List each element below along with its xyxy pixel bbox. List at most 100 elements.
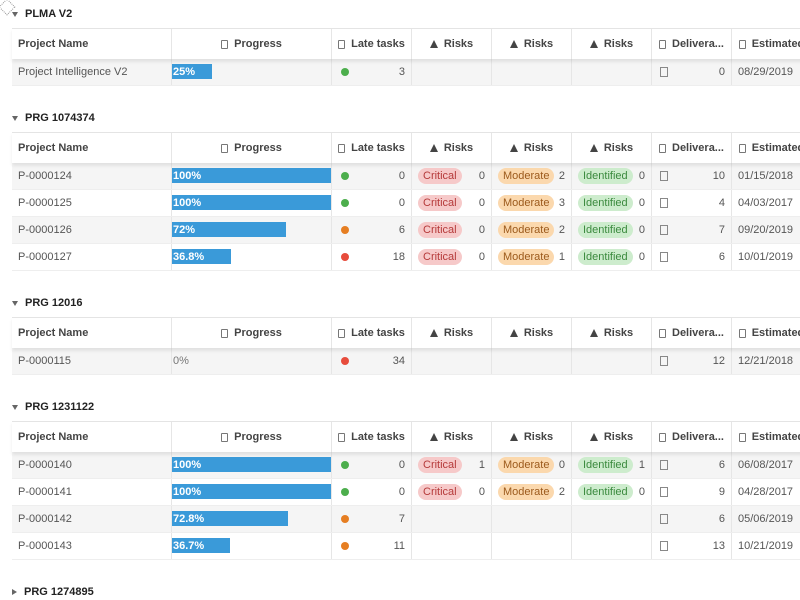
cell: 25% bbox=[172, 59, 332, 85]
group-header[interactable]: PLMA V2 bbox=[0, 0, 800, 28]
group-header[interactable]: PRG 1074374 bbox=[0, 104, 800, 132]
project-row[interactable]: P-0000143 36.7% 11 13 10/21/2019 bbox=[12, 533, 800, 560]
column-header[interactable]: Project Name bbox=[18, 142, 89, 154]
column-icon bbox=[509, 144, 518, 152]
cell: 6 bbox=[652, 244, 732, 270]
column-header[interactable]: Progress bbox=[234, 142, 282, 154]
column-header[interactable]: Risks bbox=[523, 38, 554, 50]
group-header[interactable]: PRG 1274895 bbox=[0, 578, 800, 600]
project-row[interactable]: P-0000140 100% 0 Critical 1 Moderate 0 Identifi… bbox=[12, 452, 800, 479]
cell: Late tasks bbox=[332, 422, 412, 452]
deliverable-icon bbox=[660, 514, 668, 524]
column-header[interactable]: Project Name bbox=[18, 431, 89, 443]
project-row[interactable]: P-0000141 100% 0 Critical 0 Moderate 2 Identifi… bbox=[12, 479, 800, 506]
cell: 3 bbox=[332, 59, 412, 85]
estimated-date: 09/20/2019 bbox=[738, 224, 794, 236]
group-header[interactable]: PRG 12016 bbox=[0, 289, 800, 317]
risk-count: 0 bbox=[638, 251, 645, 263]
cell: 4 bbox=[652, 190, 732, 216]
column-header[interactable]: Delivera... bbox=[672, 327, 724, 339]
cell: Identified 0 bbox=[572, 244, 652, 270]
project-row[interactable]: P-0000127 36.8% 18 Critical 0 Moderate 1 Identi… bbox=[12, 244, 800, 271]
cell: Identified 0 bbox=[572, 163, 652, 189]
group-header[interactable]: PRG 1231122 bbox=[0, 393, 800, 421]
risk-badge: Identified bbox=[578, 195, 633, 211]
cell: Critical 0 bbox=[412, 190, 492, 216]
risk-badge: Moderate bbox=[498, 222, 555, 238]
column-header[interactable]: Delivera... bbox=[672, 38, 724, 50]
column-icon bbox=[509, 329, 518, 337]
group: PRG 1231122 Project Name Progress Late task… bbox=[0, 393, 800, 560]
column-header[interactable]: Delivera... bbox=[672, 431, 724, 443]
column-header[interactable]: Estimated bbox=[751, 327, 800, 339]
group-title: PLMA V2 bbox=[25, 8, 73, 20]
column-header[interactable]: Late tasks bbox=[351, 431, 405, 443]
cell: Progress bbox=[172, 133, 332, 163]
column-header[interactable]: Estimated bbox=[751, 431, 800, 443]
column-icon bbox=[338, 39, 346, 49]
column-header[interactable]: Risks bbox=[603, 38, 634, 50]
project-row[interactable]: P-0000142 72.8% 7 6 05/06/2019 bbox=[12, 506, 800, 533]
expand-toggle[interactable] bbox=[12, 404, 18, 410]
column-header[interactable]: Risks bbox=[443, 431, 474, 443]
project-row[interactable]: P-0000115 0% 34 12 12/21/2018 bbox=[12, 348, 800, 375]
column-header[interactable]: Risks bbox=[603, 142, 634, 154]
column-icon bbox=[738, 143, 746, 153]
cell bbox=[412, 59, 492, 85]
cell: Risks bbox=[572, 318, 652, 348]
late-tasks: 0 bbox=[398, 486, 405, 498]
column-icon bbox=[738, 328, 746, 338]
estimated-date: 08/29/2019 bbox=[738, 66, 794, 78]
column-header[interactable]: Delivera... bbox=[672, 142, 724, 154]
estimated-date: 01/15/2018 bbox=[738, 170, 794, 182]
column-header[interactable]: Estimated bbox=[751, 38, 800, 50]
cell bbox=[492, 59, 572, 85]
column-header[interactable]: Risks bbox=[523, 431, 554, 443]
deliverables: 13 bbox=[712, 540, 725, 552]
column-header[interactable]: Risks bbox=[443, 327, 474, 339]
column-header[interactable]: Risks bbox=[603, 431, 634, 443]
cell: Late tasks bbox=[332, 29, 412, 59]
cell: 0 bbox=[332, 190, 412, 216]
column-header[interactable]: Late tasks bbox=[351, 327, 405, 339]
column-header[interactable]: Risks bbox=[523, 142, 554, 154]
column-icon bbox=[589, 329, 598, 337]
deliverables: 6 bbox=[718, 513, 725, 525]
expand-toggle[interactable] bbox=[12, 300, 18, 306]
project-row[interactable]: P-0000124 100% 0 Critical 0 Moderate 2 Identifi… bbox=[12, 163, 800, 190]
progress-bar bbox=[172, 64, 212, 79]
late-tasks: 34 bbox=[392, 355, 405, 367]
expand-toggle[interactable] bbox=[12, 11, 18, 17]
deliverables: 6 bbox=[718, 459, 725, 471]
column-header[interactable]: Late tasks bbox=[351, 142, 405, 154]
column-header[interactable]: Progress bbox=[234, 38, 282, 50]
column-header[interactable]: Progress bbox=[234, 327, 282, 339]
risk-badge: Critical bbox=[418, 457, 462, 473]
deliverable-icon bbox=[660, 356, 668, 366]
column-header[interactable]: Risks bbox=[443, 142, 474, 154]
column-header[interactable]: Risks bbox=[523, 327, 554, 339]
column-header[interactable]: Project Name bbox=[18, 327, 89, 339]
column-icon bbox=[221, 39, 229, 49]
column-header[interactable]: Risks bbox=[603, 327, 634, 339]
progress-label: 100% bbox=[173, 197, 202, 209]
column-header[interactable]: Risks bbox=[443, 38, 474, 50]
column-header[interactable]: Estimated bbox=[751, 142, 800, 154]
column-header[interactable]: Late tasks bbox=[351, 38, 405, 50]
cell: 05/06/2019 bbox=[732, 506, 800, 532]
expand-toggle[interactable] bbox=[12, 115, 18, 121]
column-header[interactable]: Progress bbox=[234, 431, 282, 443]
deliverable-icon bbox=[660, 171, 668, 181]
progress-label: 100% bbox=[173, 486, 202, 498]
cell: 36.8% bbox=[172, 244, 332, 270]
cell: Delivera... bbox=[652, 29, 732, 59]
cell: Critical 0 bbox=[412, 163, 492, 189]
cell: Risks bbox=[492, 318, 572, 348]
expand-toggle[interactable] bbox=[12, 589, 17, 595]
project-row[interactable]: Project Intelligence V2 25% 3 0 08/29/2019 bbox=[12, 59, 800, 86]
project-row[interactable]: P-0000126 72% 6 Critical 0 Moderate 2 Identifie… bbox=[12, 217, 800, 244]
project-row[interactable]: P-0000125 100% 0 Critical 0 Moderate 3 Identifi… bbox=[12, 190, 800, 217]
column-icon bbox=[589, 40, 598, 48]
column-header[interactable]: Project Name bbox=[18, 38, 89, 50]
cell: P-0000124 bbox=[12, 163, 172, 189]
